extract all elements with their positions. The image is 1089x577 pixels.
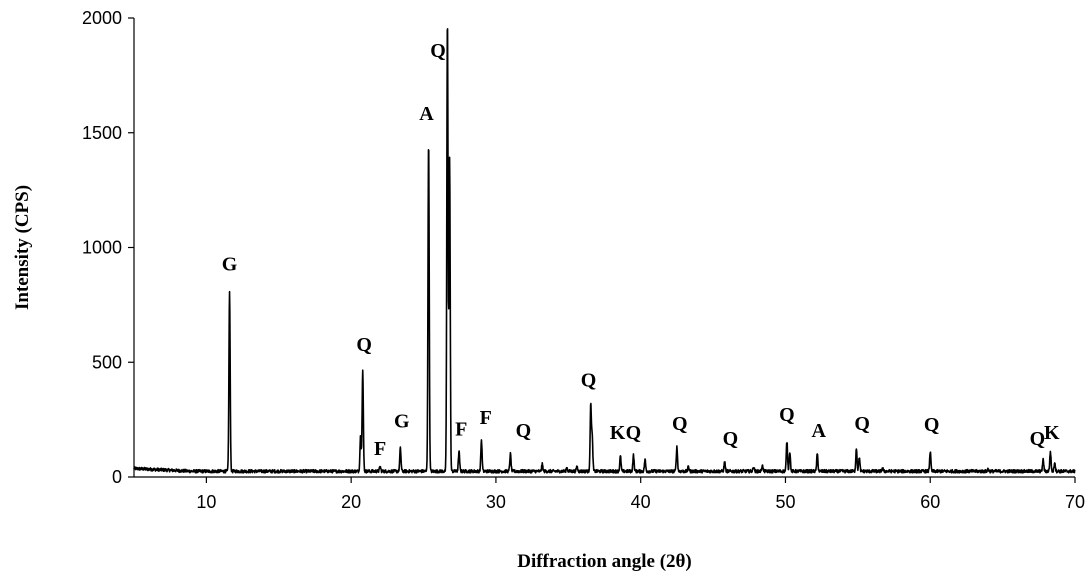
y-tick-label: 500 [92,352,122,372]
peak-label-q: Q [723,428,739,450]
y-axis-ticks: 0 500 1000 1500 2000 [82,8,134,487]
x-axis-title: Diffraction angle (2θ) [517,551,692,572]
peak-label-q: Q [779,404,795,426]
x-tick-label: 50 [775,492,795,512]
peak-label-q: Q [356,334,372,356]
peak-label-q: Q [516,420,532,442]
peak-label-g: G [394,411,410,433]
peak-label-f: F [480,407,492,429]
y-tick-label: 1500 [82,123,122,143]
peak-label-k: K [1044,422,1060,444]
peak-label-a: A [812,420,827,442]
peak-label-q: Q [1030,428,1046,450]
x-tick-label: 10 [196,492,216,512]
peak-label-q: Q [854,413,870,435]
peak-label-q: Q [626,422,642,444]
x-axis-ticks: 10 20 30 40 50 60 70 [196,477,1085,512]
x-tick-label: 30 [486,492,506,512]
intensity-series-line [133,28,1076,474]
y-tick-label: 0 [112,467,122,487]
x-tick-label: 40 [631,492,651,512]
x-tick-label: 60 [920,492,940,512]
peak-label-f: F [455,419,467,441]
y-tick-label: 1000 [82,238,122,258]
peak-label-k: K [610,422,626,444]
y-axis-title: Intensity (CPS) [12,185,33,310]
plot-area [133,18,1075,478]
peak-label-q: Q [430,40,446,62]
diffraction-trace [133,28,1076,474]
peak-label-q: Q [581,369,597,391]
peak-label-q: Q [924,414,940,436]
x-tick-label: 70 [1065,492,1085,512]
y-tick-label: 2000 [82,8,122,28]
x-tick-label: 20 [341,492,361,512]
peak-label-f: F [374,438,386,460]
peak-label-a: A [419,103,434,125]
peak-label-q: Q [672,413,688,435]
peak-label-g: G [222,253,238,275]
